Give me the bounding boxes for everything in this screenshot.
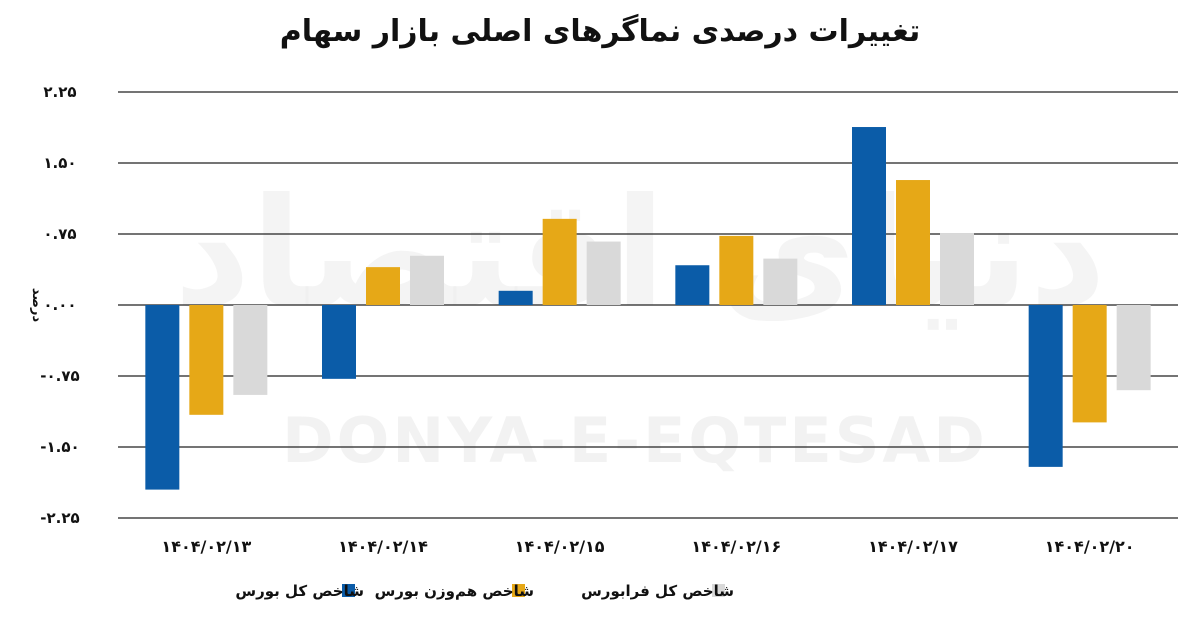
legend-label: شاخص هم‌وزن بورس	[375, 582, 534, 600]
y-axis-ticks: ۲.۲۵ ۱.۵۰ ۰.۷۵ ۰.۰۰ -۰.۷۵ -۱.۵۰ -۲.۲۵	[40, 83, 79, 527]
watermark: دنیای اقتصاد DONYA-E-EQTESAD	[174, 167, 1107, 477]
bar	[1028, 305, 1063, 467]
x-tick-label: ۱۴۰۴/۰۲/۱۵	[515, 537, 605, 556]
x-axis-ticks: ۱۴۰۴/۰۲/۱۳ ۱۴۰۴/۰۲/۱۴ ۱۴۰۴/۰۲/۱۵ ۱۴۰۴/۰۲/۱۶…	[161, 537, 1134, 556]
bar	[763, 258, 798, 305]
x-tick-label: ۱۴۰۴/۰۲/۱۳	[161, 537, 251, 556]
bar	[233, 305, 268, 395]
bar	[498, 290, 533, 305]
bar	[366, 267, 400, 305]
y-tick-label: -۱.۵۰	[40, 438, 79, 456]
x-tick-label: ۱۴۰۴/۰۲/۲۰	[1045, 537, 1135, 556]
bar	[1072, 305, 1107, 423]
y-tick-label: ۰.۷۵	[43, 225, 76, 243]
y-tick-label: ۰.۰۰	[43, 296, 76, 314]
legend-swatch	[512, 584, 525, 597]
legend-label: شاخص کل فرابورس	[581, 582, 734, 600]
legend-swatch	[342, 584, 355, 597]
bar	[896, 180, 930, 305]
legend-label: شاخص کل بورس	[235, 582, 364, 600]
bar	[1116, 305, 1151, 391]
bar	[189, 305, 224, 415]
legend: شاخص کل بورس شاخص هم‌وزن بورس شاخص کل فراب…	[235, 582, 734, 600]
bar	[410, 255, 444, 305]
y-axis-label: درصد	[29, 288, 44, 323]
bar	[675, 265, 710, 305]
x-tick-label: ۱۴۰۴/۰۲/۱۷	[868, 537, 958, 556]
y-tick-label: ۱.۵۰	[43, 154, 76, 172]
y-tick-label: -۲.۲۵	[40, 509, 79, 527]
bar	[852, 127, 886, 305]
bar	[719, 235, 754, 305]
grid-lines	[118, 91, 1178, 519]
bar	[145, 305, 180, 490]
legend-swatch	[712, 584, 725, 597]
bar	[322, 305, 356, 379]
y-tick-label: -۰.۷۵	[40, 367, 79, 385]
x-tick-label: ۱۴۰۴/۰۲/۱۴	[338, 537, 428, 556]
bar	[586, 241, 621, 305]
bar	[542, 218, 577, 305]
bars	[145, 127, 1151, 490]
chart-title: تغییرات درصدی نماگرهای اصلی بازار سهام	[279, 14, 921, 49]
watermark-english: DONYA-E-EQTESAD	[282, 404, 988, 477]
y-tick-label: ۲.۲۵	[43, 83, 76, 101]
x-tick-label: ۱۴۰۴/۰۲/۱۶	[691, 537, 781, 556]
bar	[940, 233, 974, 305]
